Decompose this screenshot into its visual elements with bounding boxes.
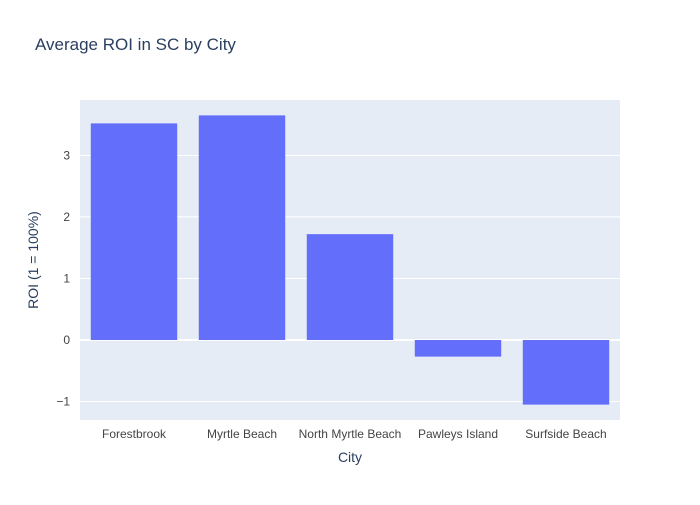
y-axis-label: ROI (1 = 100%) bbox=[25, 211, 41, 309]
y-axis-ticks: −1 0 1 2 3 bbox=[56, 148, 70, 408]
chart-title: Average ROI in SC by City bbox=[35, 35, 236, 54]
x-tick-label: North Myrtle Beach bbox=[299, 427, 402, 441]
x-axis-label: City bbox=[338, 449, 362, 465]
x-tick-label: Myrtle Beach bbox=[207, 427, 277, 441]
y-tick-label: 3 bbox=[63, 148, 70, 162]
x-axis-ticks: Forestbrook Myrtle Beach North Myrtle Beac… bbox=[102, 427, 607, 441]
y-tick-label: 1 bbox=[63, 271, 70, 285]
x-tick-label: Forestbrook bbox=[102, 427, 167, 441]
bar[interactable] bbox=[306, 234, 394, 340]
x-tick-label: Pawleys Island bbox=[418, 427, 498, 441]
x-tick-label: Surfside Beach bbox=[525, 427, 606, 441]
y-tick-label: 2 bbox=[63, 210, 70, 224]
bar[interactable] bbox=[414, 340, 502, 357]
bar[interactable] bbox=[522, 340, 610, 405]
bar[interactable] bbox=[198, 115, 286, 340]
bar[interactable] bbox=[90, 123, 178, 340]
bars bbox=[90, 115, 610, 405]
y-tick-label: 0 bbox=[63, 333, 70, 347]
y-tick-label: −1 bbox=[56, 395, 70, 409]
